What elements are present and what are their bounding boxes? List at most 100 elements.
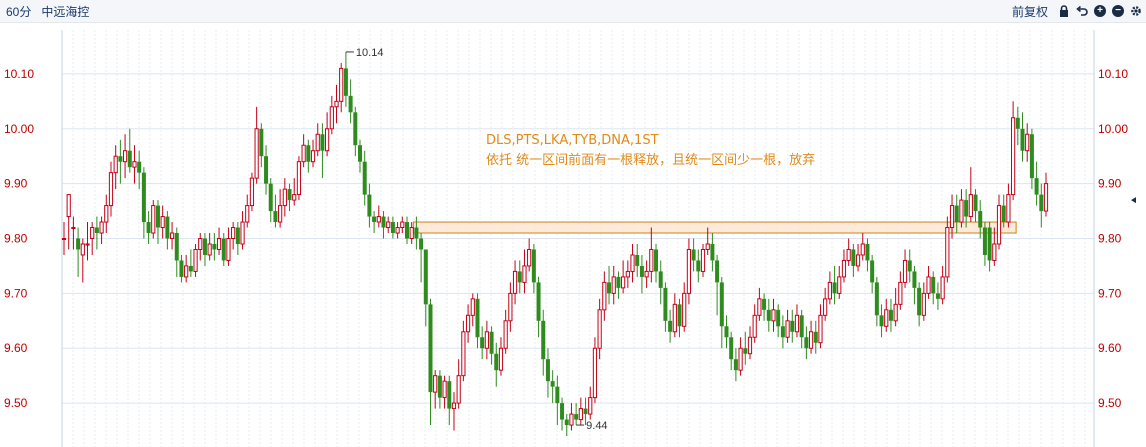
candle[interactable] (104, 194, 109, 234)
candle[interactable] (776, 304, 781, 338)
candle[interactable] (362, 150, 367, 206)
candle[interactable] (179, 254, 184, 283)
candle[interactable] (639, 254, 644, 294)
candle[interactable] (428, 298, 433, 426)
candle[interactable] (184, 254, 189, 283)
candle[interactable] (747, 326, 753, 360)
candle[interactable] (804, 326, 809, 360)
candle[interactable] (569, 403, 574, 431)
candle[interactable] (358, 139, 363, 173)
candle[interactable] (696, 249, 701, 283)
candle[interactable] (90, 222, 95, 255)
candle[interactable] (855, 243, 861, 272)
lock-icon[interactable] (1058, 5, 1070, 17)
candle[interactable] (240, 211, 245, 250)
candle[interactable] (433, 370, 438, 409)
candle[interactable] (273, 194, 278, 228)
candle[interactable] (607, 265, 612, 305)
candle[interactable] (212, 233, 217, 261)
candle[interactable] (823, 287, 828, 321)
candle[interactable] (296, 156, 302, 201)
candle[interactable] (155, 200, 160, 244)
candle[interactable] (353, 106, 358, 157)
candle[interactable] (169, 222, 175, 250)
candle[interactable] (780, 315, 785, 349)
candle[interactable] (917, 282, 922, 327)
candle[interactable] (419, 233, 424, 283)
candle[interactable] (996, 194, 1002, 250)
candle[interactable] (870, 254, 875, 294)
candle[interactable] (738, 337, 743, 376)
candle[interactable] (837, 265, 842, 299)
candle[interactable] (550, 370, 555, 404)
candle[interactable] (531, 243, 536, 294)
candle[interactable] (945, 216, 950, 283)
candle[interactable] (367, 183, 372, 228)
candle[interactable] (813, 320, 818, 354)
candle[interactable] (334, 84, 339, 124)
candle[interactable] (987, 222, 992, 272)
candle[interactable] (602, 271, 607, 321)
candle[interactable] (541, 309, 546, 376)
candle[interactable] (625, 260, 630, 288)
candle[interactable] (348, 79, 353, 124)
candle[interactable] (193, 243, 198, 277)
candle[interactable] (935, 282, 940, 310)
candle[interactable] (409, 222, 414, 244)
candle[interactable] (597, 298, 602, 360)
candle[interactable] (743, 331, 748, 365)
candle[interactable] (118, 139, 123, 184)
candle[interactable] (931, 271, 936, 305)
candle[interactable] (663, 282, 668, 332)
candle[interactable] (151, 200, 156, 239)
candle[interactable] (146, 211, 151, 244)
candle[interactable] (254, 106, 259, 184)
candle[interactable] (700, 243, 706, 277)
undo-icon[interactable] (1076, 5, 1088, 17)
candle[interactable] (99, 216, 104, 244)
candle[interactable] (790, 309, 795, 343)
candle[interactable] (902, 249, 908, 288)
candle[interactable] (851, 243, 856, 277)
candle[interactable] (545, 348, 550, 398)
candle[interactable] (80, 238, 85, 283)
candle[interactable] (1011, 101, 1016, 201)
candle[interactable] (621, 260, 626, 294)
candle[interactable] (160, 205, 165, 239)
candle[interactable] (71, 216, 76, 250)
candle[interactable] (1015, 106, 1020, 146)
candle[interactable] (724, 315, 729, 349)
candle[interactable] (282, 178, 287, 217)
candle[interactable] (672, 293, 677, 338)
candle[interactable] (339, 62, 344, 113)
candle[interactable] (588, 386, 593, 420)
candle[interactable] (968, 167, 973, 223)
candle[interactable] (451, 392, 457, 431)
candle[interactable] (188, 249, 193, 277)
candle[interactable] (771, 298, 776, 332)
candle[interactable] (808, 320, 814, 354)
candle[interactable] (456, 359, 461, 409)
candle[interactable] (949, 194, 955, 239)
candle[interactable] (888, 298, 893, 332)
candle[interactable] (1001, 194, 1006, 228)
candle[interactable] (832, 265, 837, 305)
zone-rectangle[interactable] (412, 221, 1017, 234)
candle[interactable] (94, 216, 99, 250)
restore-mode-button[interactable]: 前复权 (1011, 4, 1048, 19)
candle[interactable] (437, 370, 442, 409)
candle[interactable] (677, 298, 682, 338)
candle[interactable] (912, 265, 917, 305)
gear-icon[interactable] (1130, 5, 1142, 17)
candle[interactable] (686, 238, 692, 305)
candle[interactable] (508, 282, 513, 332)
candle[interactable] (630, 243, 635, 283)
candle[interactable] (705, 227, 710, 255)
candle[interactable] (762, 293, 767, 321)
candle[interactable] (719, 276, 724, 349)
period-selector[interactable]: 60分 (6, 4, 32, 19)
candle[interactable] (76, 227, 81, 277)
candle[interactable] (964, 189, 969, 228)
candle[interactable] (489, 326, 494, 365)
candle[interactable] (860, 233, 865, 261)
